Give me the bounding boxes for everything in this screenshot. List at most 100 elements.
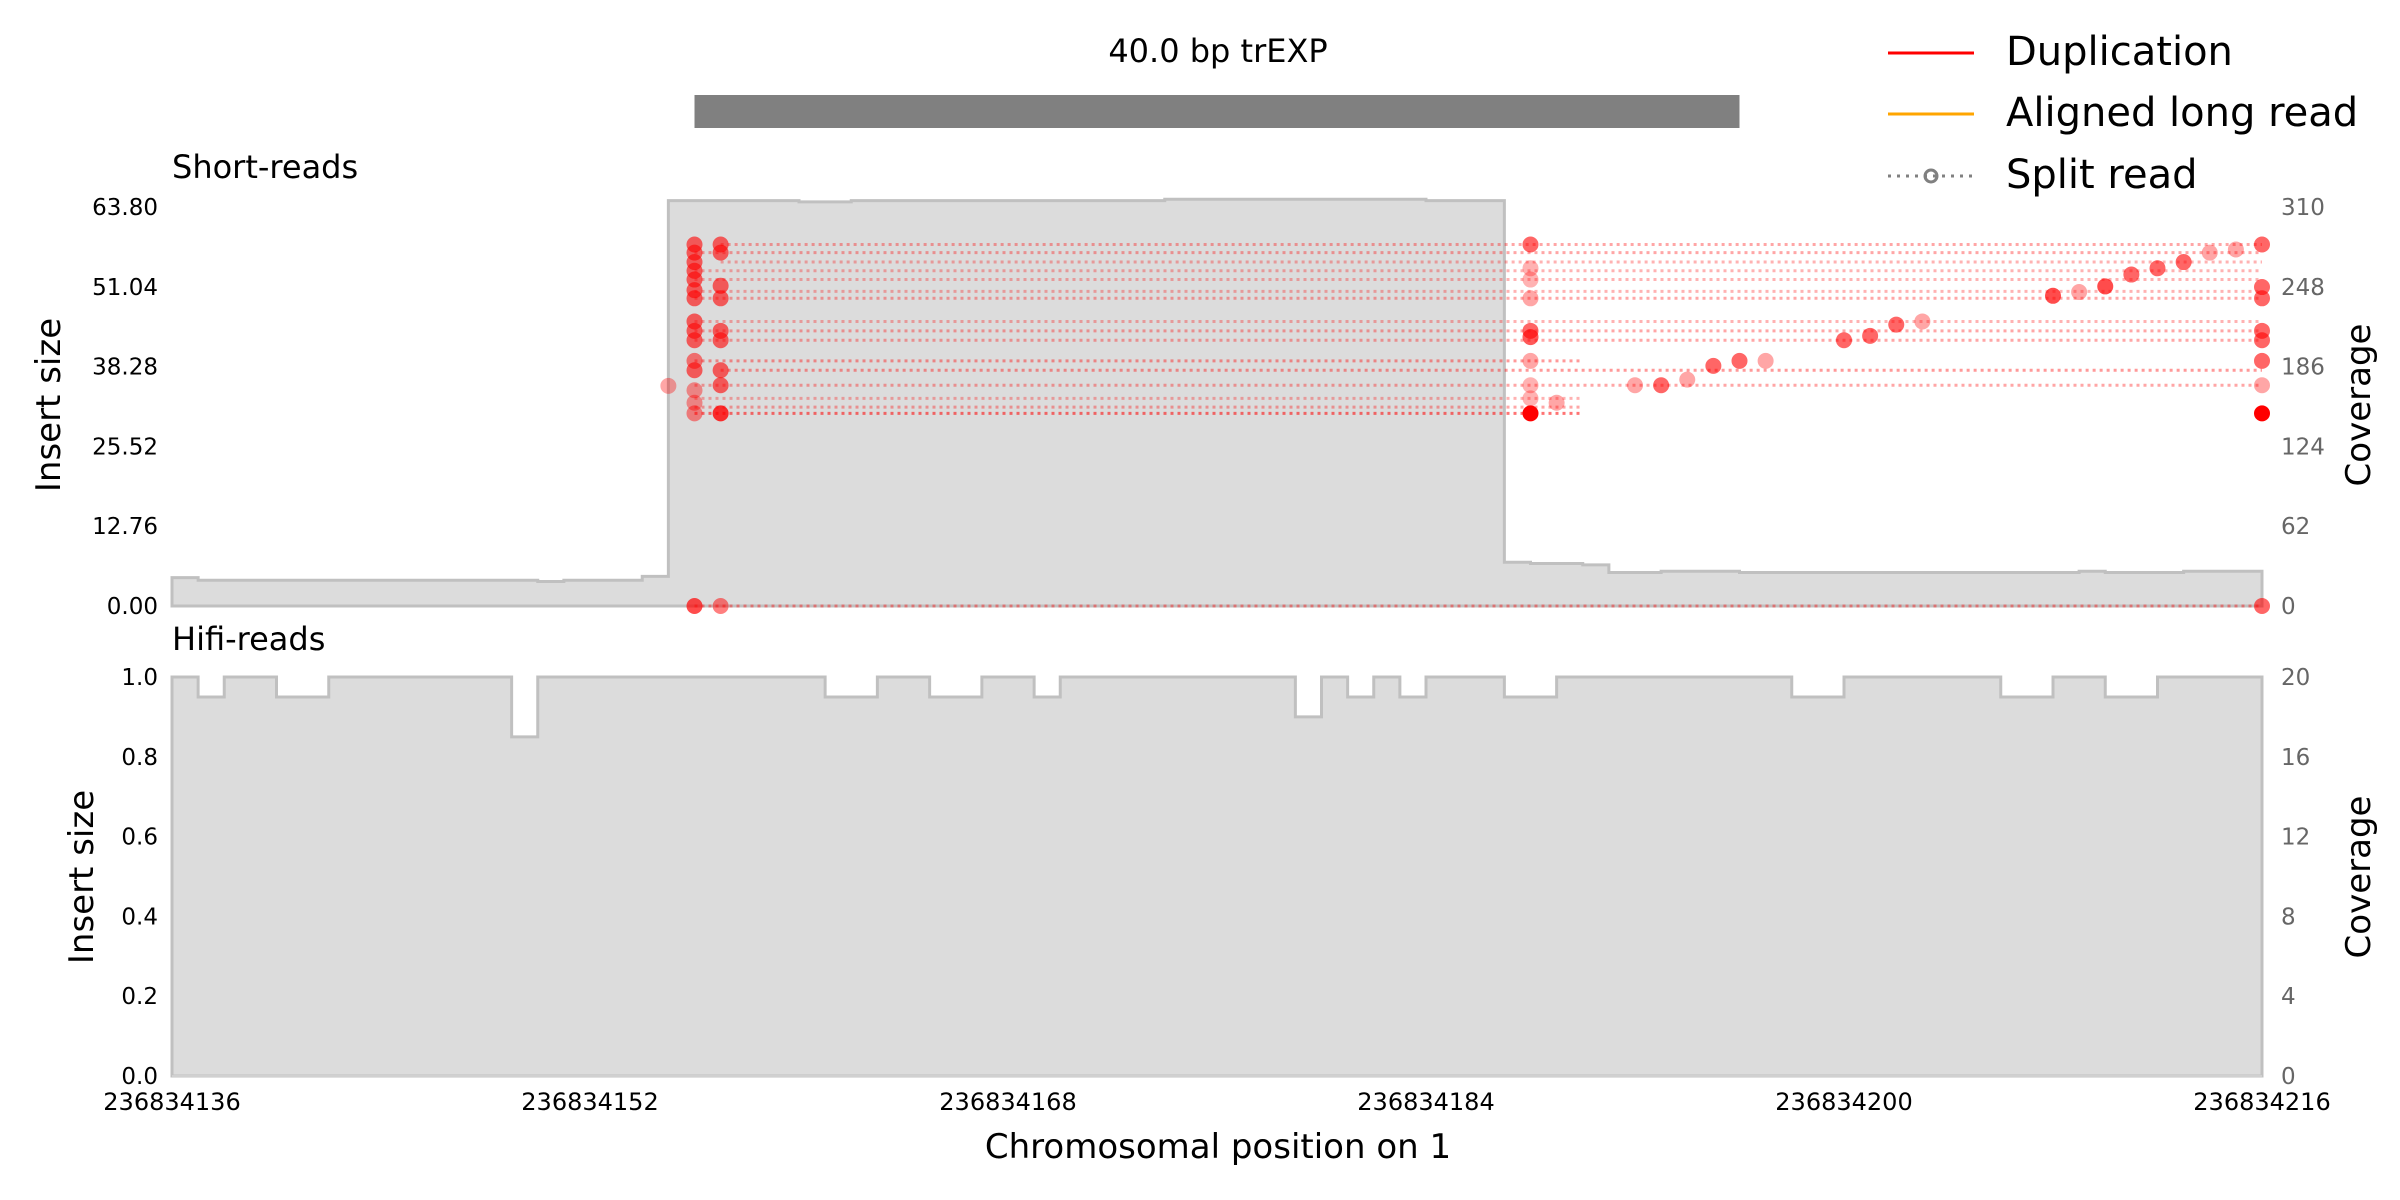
- short-reads-y2-label: Coverage: [2339, 324, 2379, 487]
- split-read-point: [2097, 278, 2114, 295]
- split-read-point: [1653, 377, 1670, 394]
- split-read-point: [2254, 332, 2270, 349]
- short-reads-y-tick: 25.52: [92, 434, 158, 460]
- legend-duplication-label: Duplication: [2006, 29, 2233, 75]
- hifi-reads-y2-label: Coverage: [2339, 796, 2379, 959]
- split-reads-layer: [660, 236, 2270, 614]
- split-read-point: [1757, 352, 1774, 369]
- hifi-reads-y2-tick: 4: [2281, 984, 2296, 1010]
- split-read-point: [1522, 377, 1539, 394]
- split-read-point: [1548, 394, 1565, 411]
- split-read-point: [686, 598, 703, 614]
- split-read-point: [1522, 260, 1539, 277]
- split-read-point: [686, 313, 703, 330]
- hifi-reads-coverage-area: [170, 675, 2264, 1078]
- hifi-reads-y-tick: 0.8: [121, 745, 158, 771]
- split-read-point: [686, 382, 703, 399]
- split-read-point: [1914, 313, 1931, 330]
- split-read-point: [712, 290, 729, 307]
- short-reads-y2-tick: 310: [2281, 195, 2325, 221]
- split-read-point: [2254, 377, 2270, 394]
- x-tick-label: 236834152: [521, 1088, 658, 1116]
- hifi-reads-y2-tick: 20: [2281, 665, 2310, 691]
- split-read-point: [2201, 244, 2218, 261]
- x-axis-label: Chromosomal position on 1: [985, 1127, 1451, 1167]
- short-reads-y-tick: 38.28: [92, 355, 158, 381]
- split-read-point: [1522, 390, 1539, 407]
- hifi-reads-y2-tick: 12: [2281, 825, 2310, 851]
- hifi-reads-y2-tick: 0: [2281, 1064, 2296, 1090]
- short-reads-title: Short-reads: [172, 148, 358, 186]
- split-read-point: [1705, 357, 1722, 374]
- short-reads-y2-tick: 186: [2281, 355, 2325, 381]
- split-read-point: [2175, 254, 2192, 271]
- split-read-point: [2254, 352, 2270, 369]
- x-tick-label: 236834184: [1357, 1088, 1494, 1116]
- split-read-point: [1679, 371, 1696, 388]
- hifi-reads-y-label: Insert size: [62, 790, 102, 964]
- short-reads-y-label: Insert size: [29, 318, 69, 492]
- split-read-point: [712, 362, 729, 379]
- ticks-layer: 0.0012.7625.5238.2851.0463.8006212418624…: [92, 195, 2331, 1116]
- hifi-reads-y2-tick: 8: [2281, 904, 2296, 930]
- hifi-reads-y-tick: 1.0: [121, 665, 158, 691]
- x-tick-label: 236834200: [1775, 1088, 1912, 1116]
- split-read-point: [712, 322, 729, 339]
- legend-split-read-label: Split read: [2006, 152, 2197, 198]
- x-tick-label: 236834136: [103, 1088, 240, 1116]
- split-read-point: [686, 352, 703, 369]
- short-reads-y2-tick: 124: [2281, 434, 2325, 460]
- split-read-point: [2045, 287, 2061, 304]
- split-read-point: [712, 236, 729, 253]
- split-read-point: [1888, 316, 1905, 333]
- x-tick-label: 236834216: [2193, 1088, 2330, 1116]
- split-read-point: [1731, 352, 1748, 369]
- hifi-reads-y-tick: 0.0: [121, 1064, 158, 1090]
- split-read-point: [2254, 290, 2270, 307]
- short-reads-y2-tick: 248: [2281, 275, 2325, 301]
- split-read-point: [1522, 271, 1539, 288]
- split-read-point: [2149, 260, 2166, 277]
- short-reads-y2-tick: 0: [2281, 594, 2296, 620]
- hifi-reads-y-tick: 0.2: [121, 984, 158, 1010]
- split-read-point: [1522, 236, 1539, 253]
- event-bar: [694, 95, 1740, 128]
- legend-split-read-marker-icon: [1923, 168, 1939, 184]
- x-tick-label: 236834168: [939, 1088, 1076, 1116]
- split-read-point: [686, 236, 703, 253]
- split-read-point: [1836, 332, 1852, 349]
- split-read-point: [712, 377, 729, 394]
- hifi-reads-y-tick: 0.4: [121, 904, 158, 930]
- hifi-reads-y-tick: 0.6: [121, 825, 158, 851]
- split-read-point: [2254, 598, 2270, 614]
- legend-aligned-long-read-label: Aligned long read: [2006, 90, 2358, 136]
- split-read-point: [2227, 241, 2244, 258]
- split-read-point: [686, 405, 703, 422]
- split-read-point: [1522, 322, 1539, 339]
- split-read-point: [660, 377, 677, 394]
- event-label: 40.0 bp trEXP: [1108, 32, 1327, 70]
- split-read-point: [712, 598, 729, 614]
- split-read-point: [1862, 327, 1879, 344]
- split-read-point: [712, 277, 729, 294]
- split-read-point: [1522, 405, 1539, 422]
- split-read-point: [2254, 279, 2270, 296]
- short-reads-y-tick: 0.00: [107, 594, 158, 620]
- short-reads-y-tick: 51.04: [92, 275, 158, 301]
- short-reads-y2-tick: 62: [2281, 514, 2310, 540]
- hifi-reads-y2-tick: 16: [2281, 745, 2310, 771]
- split-read-point: [686, 394, 703, 411]
- split-read-point: [2254, 236, 2270, 253]
- short-reads-y-tick: 63.80: [92, 195, 158, 221]
- legend: Duplication Aligned long read Split read: [1888, 29, 2358, 198]
- split-read-point: [2071, 284, 2088, 301]
- split-read-point: [1627, 377, 1643, 394]
- split-read-point: [1522, 352, 1539, 369]
- split-read-point: [2123, 266, 2140, 283]
- split-read-point: [1522, 290, 1539, 307]
- split-read-point: [712, 405, 729, 422]
- short-reads-coverage-area: [170, 197, 2264, 608]
- split-read-point: [2254, 405, 2270, 422]
- hifi-reads-title: Hifi-reads: [172, 620, 325, 658]
